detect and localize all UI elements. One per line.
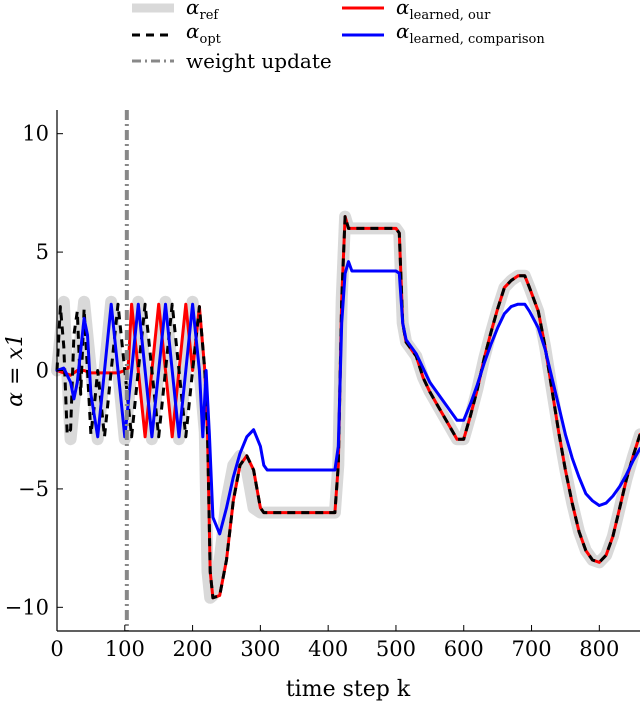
legend-entry-alpha-learned-comparison: αlearned, comparison: [342, 19, 545, 47]
x-tick-label: 100: [105, 637, 145, 661]
x-tick-label: 800: [579, 637, 619, 661]
x-tick-label: 0: [50, 637, 63, 661]
legend: αref αopt weight update αlearned, our αl…: [132, 0, 545, 73]
legend-label-alpha-opt: αopt: [186, 19, 222, 47]
x-tick-label: 700: [511, 637, 551, 661]
legend-label-alpha-learned-comparison: αlearned, comparison: [396, 19, 545, 47]
x-tick-label: 600: [444, 637, 484, 661]
axes: 0 100 200 300 400 500 600 700 800 −10 −5 0 5 10: [5, 110, 640, 661]
x-tick-label: 200: [173, 637, 213, 661]
x-axis-label: time step k: [286, 677, 411, 702]
y-tick-label: 10: [22, 122, 49, 146]
x-tick-label: 400: [308, 637, 348, 661]
series-line-alpha-ref: [51, 210, 640, 604]
y-axis-label: α = x1: [3, 333, 28, 407]
y-tick-label: 5: [36, 240, 49, 264]
y-tick-label: −5: [18, 477, 49, 501]
series-line-alpha-learned-comparison: [55, 260, 640, 536]
series-line-alpha-opt: [55, 215, 640, 600]
legend-label-alpha-learned-our: αlearned, our: [396, 0, 491, 23]
y-tick-label: 0: [36, 359, 49, 383]
x-tick-label: 300: [240, 637, 280, 661]
legend-entry-alpha-learned-our: αlearned, our: [342, 0, 491, 23]
legend-entry-alpha-opt: αopt: [132, 19, 222, 47]
plot-lines: [51, 110, 640, 631]
legend-entry-weight-update: weight update: [132, 49, 332, 73]
y-tick-label: −10: [5, 595, 49, 619]
legend-label-weight-update: weight update: [186, 49, 332, 73]
legend-entry-alpha-ref: αref: [132, 0, 219, 23]
legend-label-alpha-ref: αref: [186, 0, 219, 23]
x-tick-label: 500: [376, 637, 416, 661]
